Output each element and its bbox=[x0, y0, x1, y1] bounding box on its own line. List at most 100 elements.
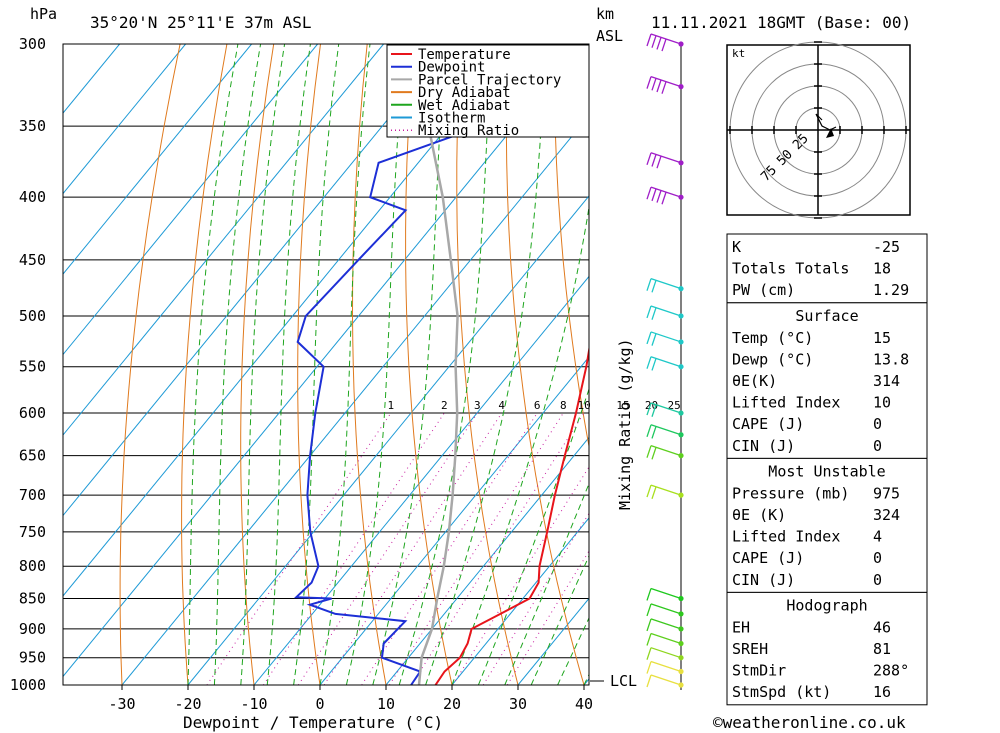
wind-barb bbox=[646, 305, 682, 320]
wind-barb bbox=[646, 402, 682, 417]
indices-label: Pressure (mb) bbox=[732, 484, 849, 502]
y-tick-label: 850 bbox=[19, 589, 46, 607]
dry-adiabat-line bbox=[405, 44, 453, 685]
indices-label: CAPE (J) bbox=[732, 549, 804, 567]
wind-barb-dot bbox=[678, 640, 684, 647]
copyright-label: ©weatheronline.co.uk bbox=[713, 713, 906, 732]
indices-value: 0 bbox=[873, 549, 882, 567]
mixing-ratio-label: 25 bbox=[668, 399, 681, 412]
isotherm-line bbox=[121, 114, 589, 685]
location-title: 35°20'N 25°11'E 37m ASL bbox=[90, 13, 312, 32]
indices-value: 1.29 bbox=[873, 281, 909, 299]
wind-barb bbox=[646, 356, 682, 371]
wind-barb bbox=[646, 33, 682, 52]
x-tick-label: -30 bbox=[108, 695, 135, 713]
x-tick-label: -20 bbox=[174, 695, 201, 713]
indices-value: 13.8 bbox=[873, 350, 909, 368]
y-tick-label: 350 bbox=[19, 117, 46, 135]
hodograph-trace bbox=[815, 113, 837, 131]
y-tick-label: 300 bbox=[19, 35, 46, 53]
mixing-ratio-label: 10 bbox=[577, 399, 590, 412]
series-layer bbox=[293, 44, 589, 685]
indices-label: SREH bbox=[732, 640, 768, 658]
dry-adiabat-line bbox=[181, 44, 228, 685]
isotherm-line bbox=[63, 44, 583, 678]
dry-adiabat-line bbox=[929, 44, 1000, 685]
indices-box bbox=[726, 457, 928, 593]
dry-adiabat-line bbox=[297, 44, 321, 685]
wind-barbs bbox=[646, 33, 684, 688]
indices-value: 10 bbox=[873, 394, 891, 412]
wet-adiabat-line bbox=[504, 482, 589, 685]
wind-barb bbox=[646, 152, 682, 169]
wind-barb-dot bbox=[678, 668, 684, 675]
indices-label: CIN (J) bbox=[732, 571, 795, 589]
indices-label: θE (K) bbox=[732, 506, 786, 524]
km-unit-label: km bbox=[596, 5, 614, 23]
indices-value: -25 bbox=[873, 238, 900, 256]
legend-item-label: Parcel Trajectory bbox=[418, 72, 561, 88]
storm-motion-marker bbox=[826, 128, 834, 138]
wind-barb bbox=[646, 445, 682, 460]
mixing-ratio-axis-label: Mixing Ratio (g/kg) bbox=[616, 338, 634, 510]
isotherm-line bbox=[319, 356, 589, 685]
legend-item-label: Dry Adiabat bbox=[418, 85, 511, 101]
y-tick-label: 400 bbox=[19, 188, 46, 206]
isotherm-line bbox=[63, 44, 319, 356]
wind-barb bbox=[646, 603, 682, 617]
indices-label: EH bbox=[732, 618, 750, 636]
lcl-label: LCL bbox=[610, 672, 637, 690]
mixing-ratio-line bbox=[388, 412, 564, 685]
mixing-ratio-line bbox=[452, 466, 589, 685]
isotherm-line bbox=[253, 275, 589, 685]
legend-item-label: Mixing Ratio bbox=[418, 123, 519, 139]
x-tick-label: -10 bbox=[240, 695, 267, 713]
indices-value: 975 bbox=[873, 484, 900, 502]
indices-value: 18 bbox=[873, 260, 891, 278]
isotherm-line bbox=[63, 44, 253, 275]
mixing-ratio-label: 15 bbox=[616, 399, 629, 412]
wind-barb bbox=[646, 647, 682, 660]
wet-adiabat-line bbox=[530, 554, 589, 685]
parcel-trajectory-series-line bbox=[415, 44, 459, 685]
wet-adiabat-line bbox=[372, 44, 446, 685]
pressure-unit-label: hPa bbox=[30, 5, 57, 23]
wind-barb bbox=[646, 632, 682, 646]
wet-adiabat-line bbox=[451, 204, 589, 685]
legend-item-label: Wet Adiabat bbox=[418, 98, 511, 114]
wet-adiabat-line bbox=[213, 44, 262, 685]
isotherm-line bbox=[187, 195, 589, 685]
wind-barb bbox=[646, 278, 682, 293]
legend-item-label: Isotherm bbox=[418, 111, 485, 127]
wet-adiabat-line bbox=[293, 44, 340, 685]
y-tick-label: 550 bbox=[19, 358, 46, 376]
mixing-ratio-label: 4 bbox=[498, 399, 505, 412]
dry-adiabat-line bbox=[351, 44, 387, 685]
mixing-ratio-label: 3 bbox=[474, 399, 481, 412]
indices-value: 314 bbox=[873, 372, 900, 390]
indices-label: CAPE (J) bbox=[732, 415, 804, 433]
dry-adiabat-line bbox=[553, 44, 589, 449]
wind-barb bbox=[646, 587, 682, 601]
x-tick-label: 40 bbox=[575, 695, 593, 713]
mixing-ratio-line bbox=[323, 412, 503, 685]
y-tick-label: 600 bbox=[19, 404, 46, 422]
wind-barb bbox=[646, 186, 682, 205]
isotherm-line bbox=[63, 44, 385, 436]
datetime-label: 11.11.2021 18GMT (Base: 00) bbox=[651, 13, 911, 32]
asl-unit-label: ASL bbox=[596, 27, 623, 45]
indices-label: Lifted Index bbox=[732, 394, 840, 412]
indices-label: Temp (°C) bbox=[732, 329, 813, 347]
dry-adiabat-line bbox=[119, 44, 181, 685]
axis-layer: 3003504004505005506006507007508008509009… bbox=[10, 35, 681, 713]
mixing-ratio-label: 8 bbox=[560, 399, 567, 412]
wind-barb bbox=[646, 424, 682, 439]
indices-box bbox=[726, 302, 928, 459]
isotherm-line bbox=[385, 436, 589, 685]
indices-label: K bbox=[732, 238, 741, 256]
indices-value: 288° bbox=[873, 662, 909, 680]
y-tick-label: 800 bbox=[19, 557, 46, 575]
indices-label: PW (cm) bbox=[732, 281, 795, 299]
legend-item-label: Dewpoint bbox=[418, 60, 485, 76]
dry-adiabat-line bbox=[975, 44, 1000, 685]
